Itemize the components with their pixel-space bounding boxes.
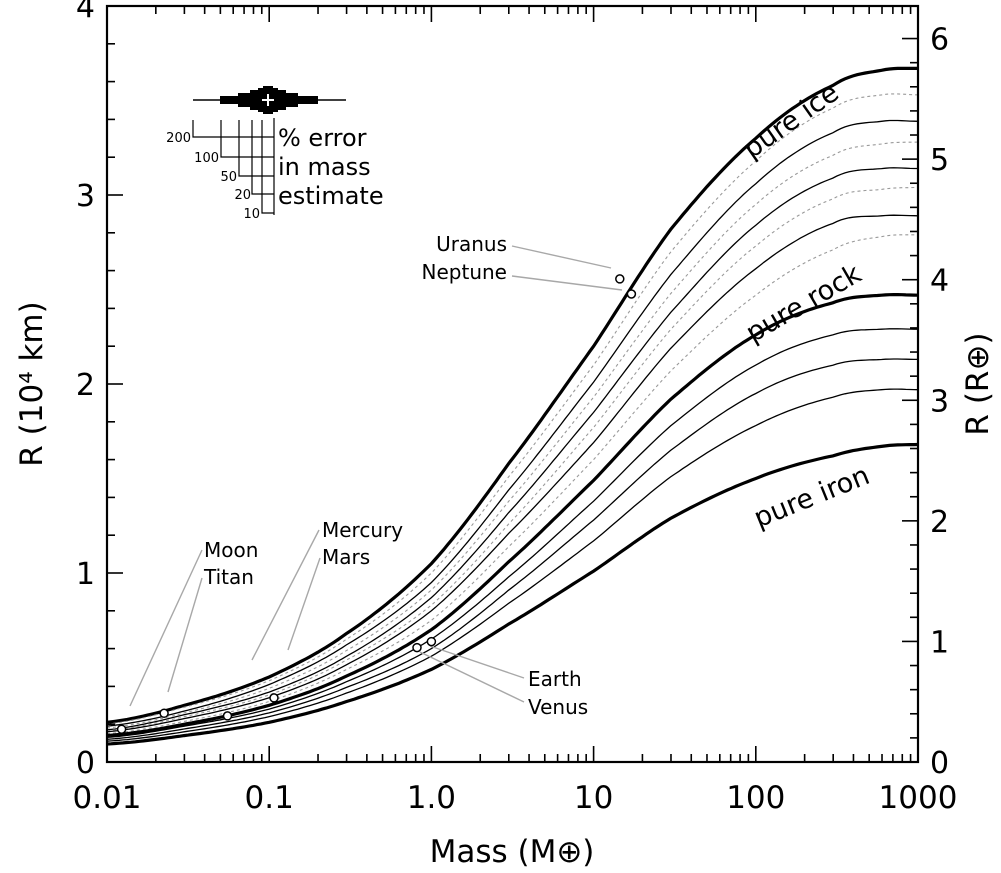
curve-thin-2	[106, 119, 919, 727]
leader-uranus	[511, 245, 612, 269]
curve-dotted-1	[106, 93, 918, 725]
x-tick-label: 1000	[879, 780, 958, 816]
curve-dotted-3	[106, 141, 919, 729]
y2-tick-label: 0	[930, 746, 949, 781]
y-tick-label: 0	[76, 746, 95, 781]
planet-marker-moon	[116, 724, 127, 734]
y2-axis-title: R (R⊕)	[960, 332, 996, 435]
curve-thin-6	[106, 214, 919, 733]
planet-leader-lines	[129, 245, 623, 707]
leader-neptune	[511, 275, 623, 291]
error-legend-text: estimate	[278, 182, 384, 210]
planet-label-moon: Moon	[204, 538, 258, 562]
planet-label-uranus: Uranus	[436, 232, 507, 256]
mass-error-legend: 200 100 50 20 10 % error in mass estimat…	[166, 86, 384, 222]
curve-pure-ice	[106, 66, 918, 724]
y2-tick-label: 4	[930, 264, 949, 299]
y-tick-label: 4	[76, 0, 95, 25]
planet-marker-earth	[426, 636, 437, 647]
error-legend-text: in mass	[278, 153, 371, 181]
planet-label-mercury: Mercury	[322, 518, 403, 542]
error-tick-label: 50	[220, 170, 237, 185]
planet-marker-uranus	[615, 274, 625, 284]
leader-moon	[129, 549, 203, 707]
curve-thin-9	[106, 328, 918, 739]
y2-tick-label: 6	[930, 23, 949, 58]
planet-label-earth: Earth	[528, 667, 582, 691]
planet-label-mars: Mars	[322, 545, 370, 569]
curve-label-pure-rock: pure rock	[741, 258, 867, 349]
planet-markers	[116, 274, 637, 734]
y-tick-label: 3	[76, 179, 95, 214]
x-tick-label: 0.1	[245, 780, 294, 816]
curve-label-pure-ice: pure ice	[738, 77, 845, 165]
planet-label-venus: Venus	[528, 695, 588, 719]
leader-earth	[429, 645, 525, 679]
model-curves	[106, 66, 919, 746]
error-tick-label: 100	[194, 151, 219, 166]
planet-label-neptune: Neptune	[422, 260, 507, 284]
planet-label-titan: Titan	[203, 565, 254, 589]
curve-thin-4	[106, 167, 918, 731]
error-scale-brackets	[192, 118, 275, 215]
y-tick-label: 2	[76, 368, 95, 403]
planet-marker-mercury	[222, 711, 233, 721]
planet-marker-neptune	[626, 289, 637, 299]
y2-tick-label: 5	[930, 143, 949, 178]
leader-mercury	[251, 529, 320, 661]
y-tick-label: 1	[76, 557, 95, 592]
x-tick-label: 10	[574, 780, 613, 816]
curve-dotted-7	[106, 234, 919, 735]
x-tick-label: 0.01	[72, 780, 141, 816]
error-legend-text: % error	[278, 124, 367, 152]
leader-titan	[167, 577, 203, 693]
planet-marker-titan	[159, 708, 169, 719]
curve-pure-iron	[106, 442, 919, 746]
planet-marker-venus	[412, 642, 422, 653]
curve-dotted-5	[106, 186, 919, 732]
y2-tick-label: 3	[930, 384, 949, 419]
curve-label-pure-iron: pure iron	[750, 460, 874, 534]
error-tick-label: 200	[166, 131, 191, 146]
y2-tick-label: 1	[930, 625, 949, 660]
curve-thin-11	[106, 388, 919, 742]
x-axis-title: Mass (M⊕)	[430, 834, 595, 870]
y-axis-title: R (10⁴ km)	[14, 301, 50, 466]
error-tick-label: 20	[234, 188, 251, 203]
leader-venus	[419, 651, 525, 703]
leader-mars	[287, 557, 321, 651]
y2-tick-label: 2	[930, 505, 949, 540]
curve-pure-rock	[106, 293, 919, 738]
planet-marker-mars	[269, 693, 279, 703]
curve-thin-10	[106, 358, 918, 740]
x-tick-label: 1.0	[407, 780, 456, 816]
error-tick-label: 10	[243, 207, 260, 222]
x-tick-label: 100	[726, 780, 785, 816]
